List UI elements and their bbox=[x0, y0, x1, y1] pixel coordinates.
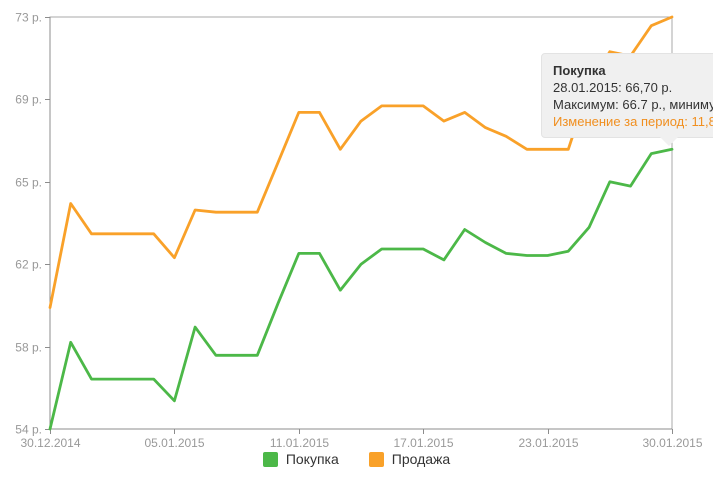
legend-label-sell: Продажа bbox=[391, 451, 451, 467]
buy-series-swatch-icon bbox=[262, 451, 278, 467]
y-axis-label: 65 р. bbox=[15, 176, 42, 190]
y-axis-label: 69 р. bbox=[15, 93, 42, 107]
y-axis-label: 62 р. bbox=[15, 258, 42, 272]
x-axis-label: 17.01.2015 bbox=[393, 436, 453, 450]
sell-series-line bbox=[48, 15, 674, 310]
y-axis-label: 58 р. bbox=[15, 341, 42, 355]
y-axis-label: 73 р. bbox=[15, 11, 42, 25]
legend: Покупка Продажа bbox=[0, 451, 713, 467]
tooltip-period-change: Изменение за период: 11,8 bbox=[553, 114, 713, 129]
tooltip-pointer-icon bbox=[660, 137, 678, 146]
x-axis-label: 30.12.2014 bbox=[20, 436, 80, 450]
x-axis-label: 23.01.2015 bbox=[518, 436, 578, 450]
x-axis-label: 05.01.2015 bbox=[144, 436, 204, 450]
x-axis-label: 11.01.2015 bbox=[270, 436, 329, 450]
tooltip-series-title: Покупка bbox=[553, 63, 606, 78]
legend-item-buy[interactable]: Покупка bbox=[262, 451, 339, 467]
tooltip-date-value: 28.01.2015: 66,70 р. bbox=[553, 80, 673, 95]
buy-series-line bbox=[48, 147, 674, 431]
tooltip-minmax: Максимум: 66.7 р., миниму bbox=[553, 97, 713, 112]
tooltip: Покупка 28.01.2015: 66,70 р. Максимум: 6… bbox=[541, 53, 713, 146]
y-axis-label: 54 р. bbox=[15, 423, 42, 437]
sell-series-swatch-icon bbox=[368, 451, 384, 467]
legend-item-sell[interactable]: Продажа bbox=[368, 451, 451, 467]
x-axis-label: 30.01.2015 bbox=[642, 436, 702, 450]
legend-label-buy: Покупка bbox=[285, 451, 339, 467]
